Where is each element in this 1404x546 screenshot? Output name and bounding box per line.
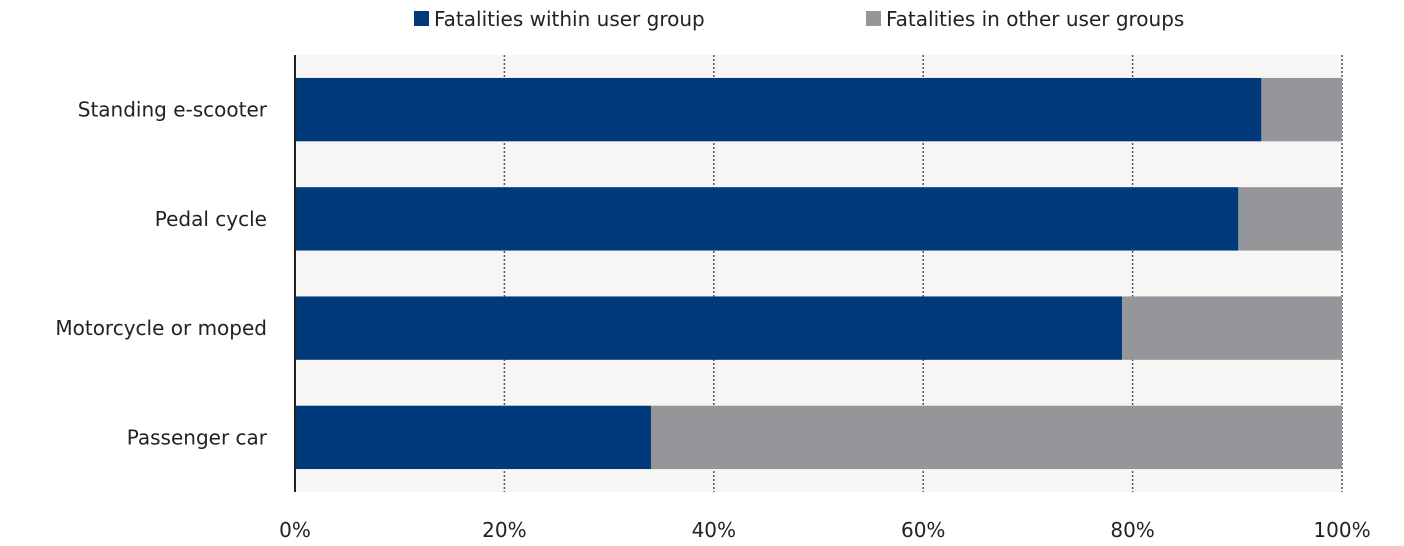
category-labels: Standing e-scooter Pedal cycle Motorcycle … [55, 98, 267, 450]
legend-swatch [866, 11, 881, 26]
bar-passenger-car-other [650, 405, 1342, 470]
x-tick-label: 40% [692, 518, 736, 542]
legend: Fatalities within user group Fatalities i… [414, 7, 1184, 31]
bar-pedal-cycle-within [295, 187, 1239, 251]
x-tick-labels: 0% 20% 40% 60% 80% 100% [279, 518, 1370, 542]
bar-motorcycle-or-moped-other [1122, 296, 1342, 360]
x-tick-label: 100% [1313, 518, 1370, 542]
bar-passenger-car-within [295, 405, 651, 470]
category-label: Standing e-scooter [78, 98, 268, 122]
x-tick-label: 60% [901, 518, 945, 542]
legend-swatch [414, 11, 429, 26]
x-tick-label: 80% [1110, 518, 1154, 542]
bar-standing-e-scooter-other [1261, 77, 1342, 142]
bar-pedal-cycle-other [1238, 187, 1342, 251]
legend-label: Fatalities in other user groups [886, 7, 1184, 31]
x-tick-label: 20% [482, 518, 526, 542]
bars [295, 77, 1342, 470]
bar-motorcycle-or-moped-within [295, 296, 1123, 360]
x-tick-label: 0% [279, 518, 311, 542]
legend-label: Fatalities within user group [434, 7, 705, 31]
bar-standing-e-scooter-within [295, 77, 1262, 142]
category-label: Passenger car [127, 425, 268, 449]
category-label: Pedal cycle [155, 207, 267, 231]
category-label: Motorcycle or moped [55, 316, 267, 340]
